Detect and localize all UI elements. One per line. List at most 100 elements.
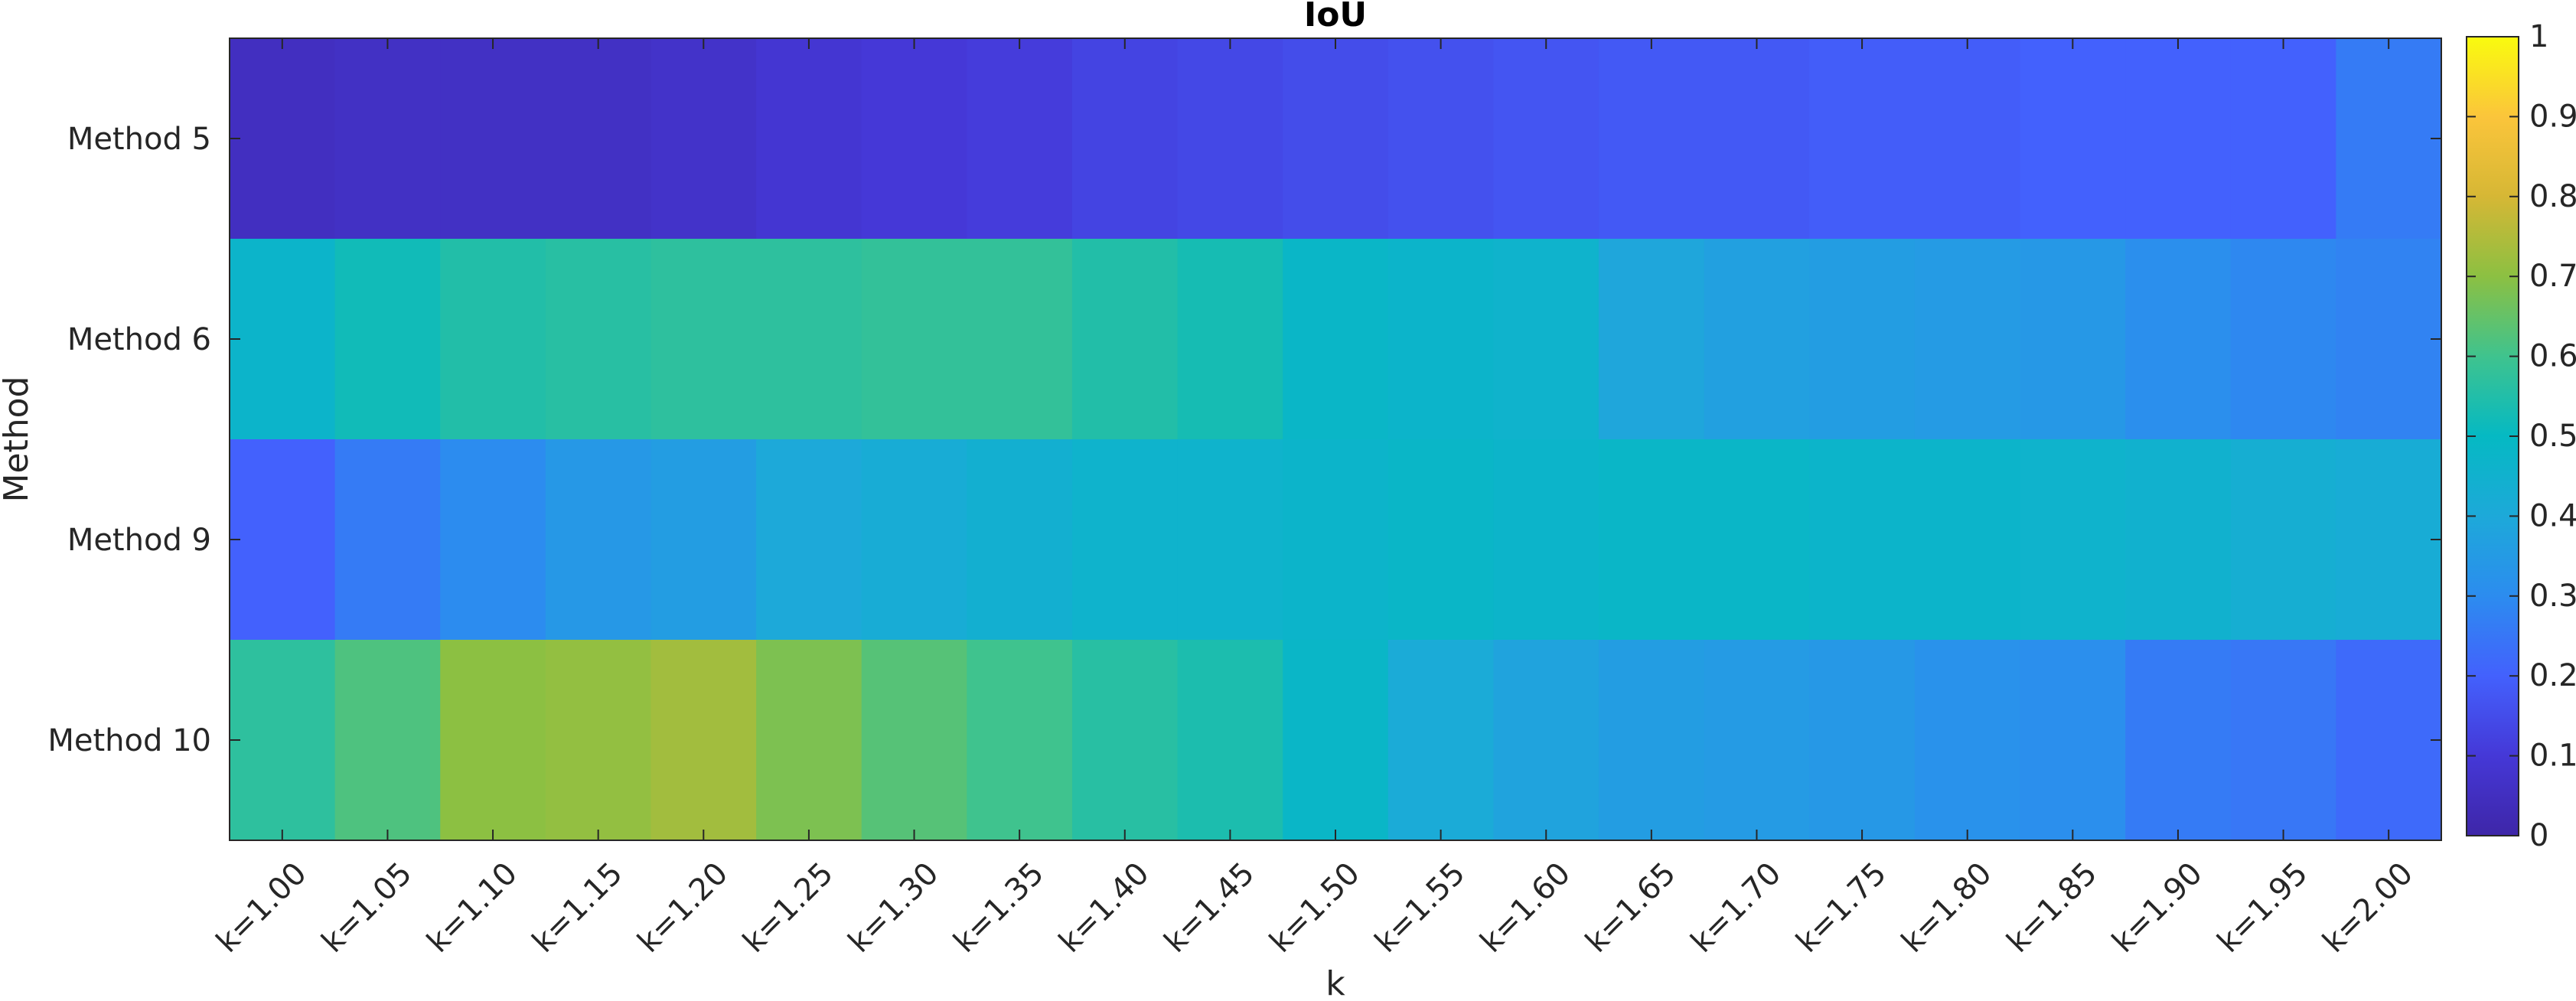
heatmap-cell <box>545 239 652 440</box>
heatmap-cell <box>1387 439 1495 641</box>
heatmap-cell <box>651 439 757 641</box>
heatmap-cell <box>2230 239 2336 440</box>
colorbar-tick-label: 0.6 <box>2529 339 2576 374</box>
heatmap-cell <box>230 38 336 240</box>
y-tick-label: Method 6 <box>67 322 211 357</box>
x-tick-label: k=1.45 <box>1158 856 1262 960</box>
colorbar-ticks: 0 0.1 0.2 0.3 0.4 0.5 0.6 0.7 0.8 0.9 1 <box>2467 19 2576 853</box>
heatmap-cell <box>1493 239 1599 440</box>
x-tick-label: k=1.90 <box>2105 856 2209 960</box>
heatmap-cell <box>1493 640 1599 841</box>
heatmap-cell <box>651 640 757 841</box>
heatmap-cell <box>1704 640 1810 841</box>
heatmap-cell <box>967 38 1073 240</box>
x-tick-label: k=1.70 <box>1684 856 1789 960</box>
colorbar-tick-label: 0.1 <box>2529 739 2576 774</box>
heatmap-cell <box>334 38 441 240</box>
x-tick-label: k=1.55 <box>1368 856 1472 960</box>
heatmap-cell <box>2020 640 2126 841</box>
heatmap-cell <box>1704 239 1810 440</box>
heatmap-cell <box>545 439 652 641</box>
heatmap-cell <box>651 38 757 240</box>
heatmap-cell <box>861 239 967 440</box>
heatmap-cell <box>1914 38 2021 240</box>
heatmap-cell <box>230 640 336 841</box>
heatmap-cell <box>1387 640 1495 841</box>
heatmap-cell <box>1387 239 1495 440</box>
heatmap-cell <box>2125 38 2232 240</box>
heatmap-cell <box>2336 640 2442 841</box>
heatmap-cell <box>1071 640 1179 841</box>
heatmap-cell <box>1283 38 1389 240</box>
heatmap-cell <box>967 439 1073 641</box>
heatmap-cell <box>1177 640 1283 841</box>
heatmap-cell <box>1704 439 1810 641</box>
heatmap-cell <box>230 239 336 440</box>
heatmap-cell <box>1387 38 1495 240</box>
heatmap-cell <box>1283 439 1389 641</box>
heatmap-cell <box>440 38 546 240</box>
heatmap-cell <box>1493 38 1599 240</box>
colorbar-tick-label: 0.5 <box>2529 419 2576 454</box>
heatmap-cell <box>1071 439 1179 641</box>
y-axis: Method 5 Method 6 Method 9 Method 10 <box>47 122 2441 758</box>
heatmap-cell <box>2230 640 2336 841</box>
heatmap-cell <box>1914 640 2021 841</box>
colorbar-tick-label: 0.2 <box>2529 658 2576 693</box>
heatmap-cell <box>1177 38 1283 240</box>
colorbar-tick-label: 0.8 <box>2529 179 2576 214</box>
heatmap-cell <box>1809 439 1916 641</box>
x-tick-label: k=1.80 <box>1895 856 1999 960</box>
heatmap-cell <box>2336 239 2442 440</box>
heatmap-cell <box>2125 239 2232 440</box>
colorbar-tick-label: 0.4 <box>2529 498 2576 533</box>
heatmap-cell <box>1599 38 1705 240</box>
heatmap-cell <box>1809 640 1916 841</box>
heatmap-cell <box>1071 239 1179 440</box>
x-axis-label: k <box>1325 964 1345 1001</box>
heatmap-cell <box>1809 38 1916 240</box>
heatmap-cell <box>2020 439 2126 641</box>
y-tick-label: Method 9 <box>67 523 211 558</box>
x-tick-label: k=2.00 <box>2316 856 2420 960</box>
heatmap-cell <box>1599 239 1705 440</box>
heatmap-cell <box>334 640 441 841</box>
heatmap-cell <box>861 38 967 240</box>
heatmap-cell <box>1283 239 1389 440</box>
colorbar-tick-label: 1 <box>2529 19 2548 54</box>
heatmap-cell <box>2125 640 2232 841</box>
x-tick-label: k=1.15 <box>526 856 630 960</box>
heatmap-cell <box>1283 640 1389 841</box>
heatmap-cell <box>230 439 336 641</box>
colorbar-tick-label: 0.3 <box>2529 579 2576 614</box>
heatmap-cell <box>1599 439 1705 641</box>
heatmap-cell <box>967 239 1073 440</box>
heatmap-cell <box>334 439 441 641</box>
heatmap-cell <box>2336 439 2442 641</box>
x-tick-label: k=1.40 <box>1052 856 1156 960</box>
x-tick-label: k=1.65 <box>1579 856 1683 960</box>
y-axis-label: Method <box>0 376 36 502</box>
heatmap-cell <box>1809 239 1916 440</box>
x-tick-label: k=1.00 <box>210 856 314 960</box>
heatmap-cell <box>2336 38 2442 240</box>
heatmap-cell <box>967 640 1073 841</box>
x-tick-label: k=1.50 <box>1263 856 1367 960</box>
y-tick-label: Method 10 <box>47 723 211 758</box>
heatmap-cell <box>1914 439 2021 641</box>
heatmap-cells <box>230 38 2442 841</box>
x-tick-label: k=1.30 <box>842 856 946 960</box>
x-tick-label: k=1.10 <box>420 856 524 960</box>
heatmap-cell <box>2230 38 2336 240</box>
heatmap-cell <box>1599 640 1705 841</box>
heatmap-cell <box>440 239 546 440</box>
heatmap-cell <box>756 439 862 641</box>
chart-title: IoU <box>1304 0 1367 34</box>
heatmap-cell <box>756 640 862 841</box>
x-tick-label: k=1.25 <box>736 856 840 960</box>
heatmap-cell <box>1177 239 1283 440</box>
y-tick-label: Method 5 <box>67 122 211 157</box>
colorbar-tick-label: 0 <box>2529 818 2548 853</box>
x-tick-label: k=1.75 <box>1789 856 1893 960</box>
